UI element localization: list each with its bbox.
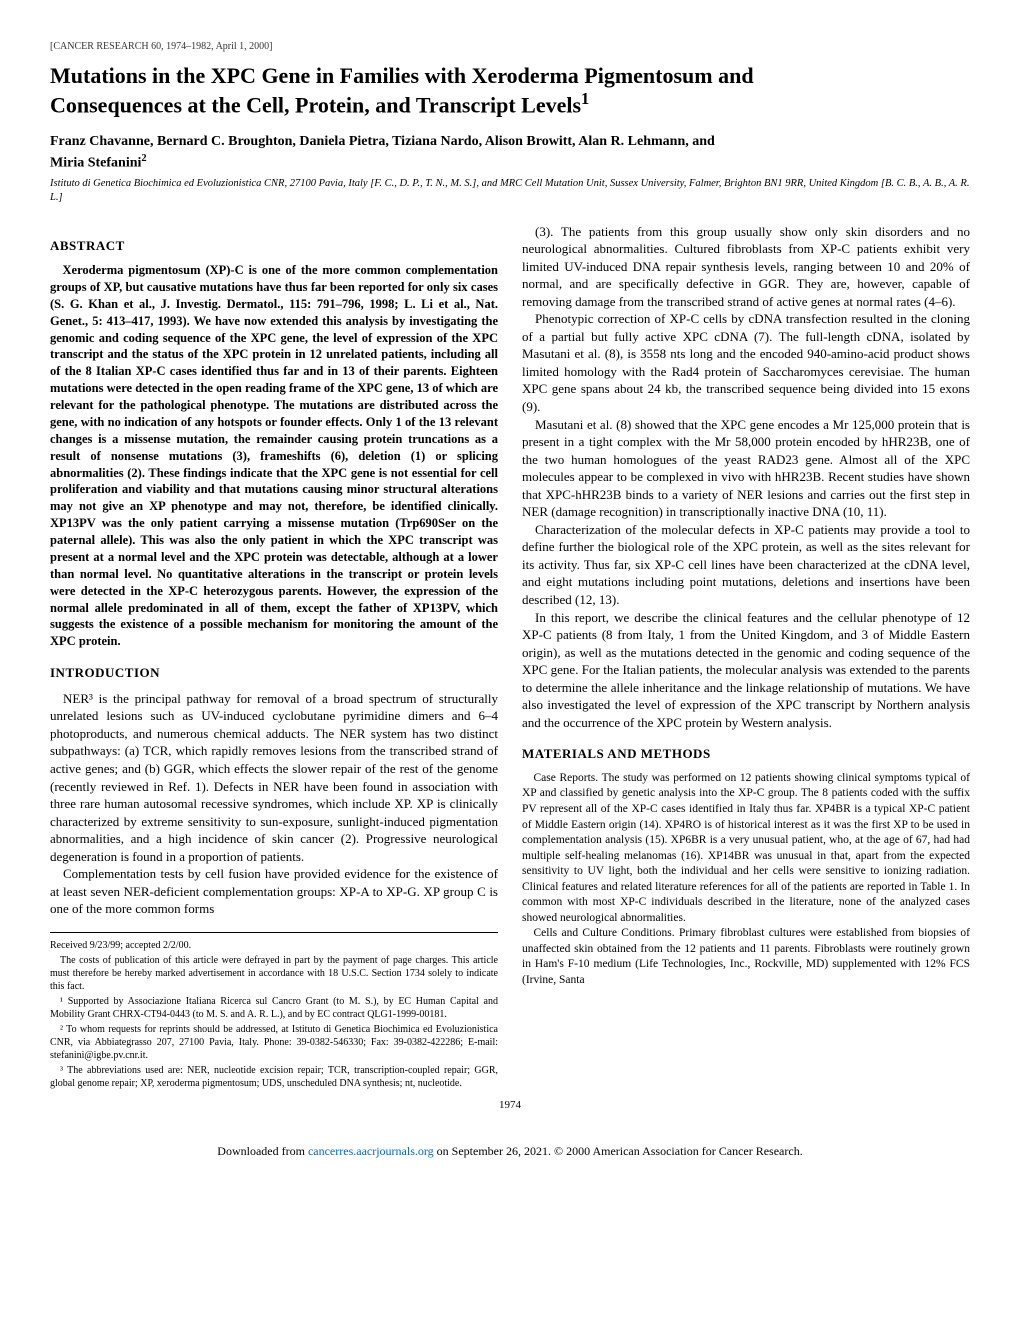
body-paragraph: Phenotypic correction of XP-C cells by c… — [522, 310, 970, 415]
corresponding-ref: 2 — [141, 153, 146, 164]
introduction-heading: INTRODUCTION — [50, 664, 498, 682]
download-prefix: Downloaded from — [217, 1144, 308, 1158]
authors: Franz Chavanne, Bernard C. Broughton, Da… — [50, 133, 970, 173]
download-suffix: on September 26, 2021. © 2000 American A… — [434, 1144, 803, 1158]
page-charges-note: The costs of publication of this article… — [50, 954, 498, 993]
footnote-1: ¹ Supported by Associazione Italiana Ric… — [50, 995, 498, 1021]
title-line-2: Consequences at the Cell, Protein, and T… — [50, 92, 581, 117]
footnote-3: ³ The abbreviations used are: NER, nucle… — [50, 1064, 498, 1090]
abstract-text: Xeroderma pigmentosum (XP)-C is one of t… — [50, 262, 498, 650]
footnote-2: ² To whom requests for reprints should b… — [50, 1023, 498, 1062]
materials-methods-heading: MATERIALS AND METHODS — [522, 745, 970, 763]
download-notice: Downloaded from cancerres.aacrjournals.o… — [50, 1143, 970, 1159]
title-line-1: Mutations in the XPC Gene in Families wi… — [50, 63, 754, 88]
body-paragraph: Masutani et al. (8) showed that the XPC … — [522, 416, 970, 521]
footnotes: Received 9/23/99; accepted 2/2/00. The c… — [50, 932, 498, 1090]
intro-paragraph: Complementation tests by cell fusion hav… — [50, 865, 498, 918]
two-column-body: ABSTRACT Xeroderma pigmentosum (XP)-C is… — [50, 223, 970, 1090]
case-reports-paragraph: Case Reports. The study was performed on… — [522, 771, 970, 926]
journal-link[interactable]: cancerres.aacrjournals.org — [308, 1144, 434, 1158]
body-paragraph: In this report, we describe the clinical… — [522, 609, 970, 732]
body-paragraph: (3). The patients from this group usuall… — [522, 223, 970, 311]
received-date: Received 9/23/99; accepted 2/2/00. — [50, 939, 498, 952]
abstract-heading: ABSTRACT — [50, 237, 498, 255]
authors-line-2: Miria Stefanini — [50, 155, 141, 170]
abstract-body: Xeroderma pigmentosum (XP)-C is one of t… — [50, 262, 498, 650]
title-footnote-ref: 1 — [581, 89, 589, 108]
affiliations: Istituto di Genetica Biochimica ed Evolu… — [50, 177, 970, 204]
intro-paragraph: NER³ is the principal pathway for remova… — [50, 690, 498, 865]
authors-line-1: Franz Chavanne, Bernard C. Broughton, Da… — [50, 134, 715, 149]
page-number: 1974 — [50, 1098, 970, 1113]
journal-header: [CANCER RESEARCH 60, 1974–1982, April 1,… — [50, 40, 970, 54]
cells-culture-paragraph: Cells and Culture Conditions. Primary fi… — [522, 926, 970, 988]
body-paragraph: Characterization of the molecular defect… — [522, 521, 970, 609]
article-title: Mutations in the XPC Gene in Families wi… — [50, 62, 970, 119]
